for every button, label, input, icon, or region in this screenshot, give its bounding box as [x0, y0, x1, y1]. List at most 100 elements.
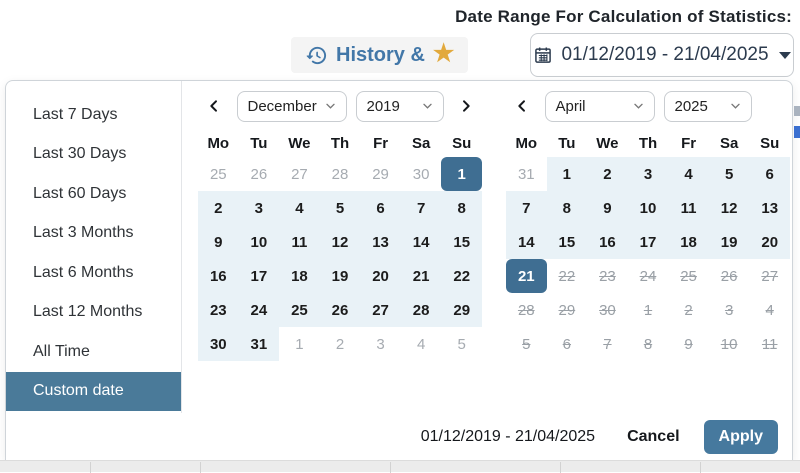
next-month-button[interactable]: [456, 96, 476, 116]
day-cell[interactable]: 2: [198, 191, 239, 225]
day-cell[interactable]: 3: [238, 191, 280, 225]
day-cell[interactable]: 10: [627, 191, 669, 225]
sidebar-item-custom-date[interactable]: Custom date: [6, 371, 181, 411]
day-cell: 27: [761, 267, 779, 285]
day-cell: 2: [684, 301, 693, 319]
day-cell[interactable]: 3: [376, 335, 385, 353]
weekday-label: Tu: [250, 135, 268, 152]
popup-content: Last 7 Days Last 30 Days Last 60 Days Last …: [6, 81, 792, 414]
calendar-end: April 2025 Mo Tu We Th Fr Sa Su 31 1 2 3 4 5 6 7 8 9 10 1…: [506, 89, 790, 413]
day-cell[interactable]: 20: [360, 259, 401, 293]
day-cell[interactable]: 8: [441, 191, 482, 225]
year-select[interactable]: 2019: [355, 90, 444, 122]
page-title: Date Range For Calculation of Statistics…: [455, 7, 792, 26]
day-cell[interactable]: 31: [517, 165, 535, 183]
sidebar-item-last-30-days[interactable]: Last 30 Days: [33, 145, 127, 163]
year-select[interactable]: 2025: [663, 90, 752, 122]
day-cell[interactable]: 17: [238, 259, 280, 293]
month-select-value: December: [247, 97, 317, 115]
weekday-label: Tu: [558, 135, 576, 152]
day-cell[interactable]: 12: [708, 191, 750, 225]
day-cell[interactable]: 7: [400, 191, 442, 225]
day-cell[interactable]: 7: [506, 191, 547, 225]
prev-month-button[interactable]: [512, 96, 532, 116]
day-cell[interactable]: 12: [319, 225, 361, 259]
day-cell[interactable]: 15: [441, 225, 482, 259]
day-cell[interactable]: 27: [360, 293, 401, 327]
calendar-area: December 2019 Mo Tu We Th Fr Sa Su 25 26 27 28 29 3…: [182, 81, 792, 413]
day-cell[interactable]: 17: [627, 225, 669, 259]
sidebar-item-last-60-days[interactable]: Last 60 Days: [33, 184, 127, 202]
day-cell[interactable]: 16: [198, 259, 239, 293]
day-cell[interactable]: 13: [749, 191, 790, 225]
weekday-label: We: [288, 135, 311, 152]
date-range-input[interactable]: 01/12/2019 - 21/04/2025: [530, 33, 794, 77]
day-cell[interactable]: 24: [238, 293, 280, 327]
day-cell[interactable]: 10: [238, 225, 280, 259]
day-cell[interactable]: 19: [708, 225, 750, 259]
day-cell[interactable]: 21: [506, 259, 547, 293]
year-select-value: 2019: [366, 97, 400, 115]
day-cell[interactable]: 28: [400, 293, 442, 327]
day-cell[interactable]: 11: [279, 225, 320, 259]
day-cell[interactable]: 29: [372, 165, 389, 183]
day-cell[interactable]: 16: [587, 225, 628, 259]
day-cell[interactable]: 4: [279, 191, 320, 225]
day-cell[interactable]: 2: [587, 157, 628, 191]
day-cell[interactable]: 26: [250, 165, 268, 183]
sidebar-item-all-time[interactable]: All Time: [33, 342, 90, 360]
day-cell[interactable]: 31: [238, 327, 280, 361]
day-cell[interactable]: 9: [587, 191, 628, 225]
day-cell[interactable]: 22: [441, 259, 482, 293]
day-cell[interactable]: 14: [506, 225, 547, 259]
day-cell[interactable]: 5: [319, 191, 361, 225]
day-cell[interactable]: 9: [198, 225, 239, 259]
day-cell[interactable]: 19: [319, 259, 361, 293]
day-cell[interactable]: 18: [279, 259, 320, 293]
day-cell[interactable]: 3: [627, 157, 669, 191]
day-cell[interactable]: 28: [331, 165, 349, 183]
day-cell[interactable]: 4: [668, 157, 709, 191]
day-cell[interactable]: 15: [546, 225, 588, 259]
day-cell[interactable]: 23: [198, 293, 239, 327]
background-fragment: [794, 126, 800, 138]
day-cell[interactable]: 11: [668, 191, 709, 225]
day-cell[interactable]: 27: [291, 165, 308, 183]
day-cell[interactable]: 1: [441, 157, 482, 191]
day-cell[interactable]: 18: [668, 225, 709, 259]
day-cell: 5: [522, 335, 531, 353]
day-cell[interactable]: 14: [400, 225, 442, 259]
day-cell[interactable]: 5: [708, 157, 750, 191]
sidebar-item-last-6-months[interactable]: Last 6 Months: [33, 263, 134, 281]
day-cell[interactable]: 21: [400, 259, 442, 293]
day-cell[interactable]: 4: [416, 335, 426, 353]
day-cell: 9: [684, 335, 693, 353]
sidebar-item-last-12-months[interactable]: Last 12 Months: [33, 303, 143, 321]
month-select[interactable]: April: [544, 90, 655, 122]
day-cell[interactable]: 25: [209, 165, 227, 183]
day-cell[interactable]: 29: [441, 293, 482, 327]
apply-button[interactable]: Apply: [703, 419, 778, 454]
day-cell[interactable]: 2: [335, 335, 345, 353]
day-cell: 4: [765, 301, 774, 319]
day-cell[interactable]: 26: [319, 293, 361, 327]
sidebar-item-last-7-days[interactable]: Last 7 Days: [33, 105, 118, 123]
day-cell[interactable]: 30: [198, 327, 239, 361]
day-cell: 10: [720, 335, 738, 353]
day-cell[interactable]: 1: [295, 335, 304, 353]
day-cell[interactable]: 13: [360, 225, 401, 259]
day-cell[interactable]: 30: [412, 165, 430, 183]
history-button[interactable]: History & ★: [291, 37, 469, 73]
month-year-selects: December 2019: [236, 90, 444, 122]
day-cell[interactable]: 25: [279, 293, 320, 327]
day-cell[interactable]: 5: [457, 335, 466, 353]
prev-month-button[interactable]: [204, 96, 224, 116]
day-cell[interactable]: 20: [749, 225, 790, 259]
sidebar-item-last-3-months[interactable]: Last 3 Months: [33, 224, 134, 242]
day-cell[interactable]: 6: [360, 191, 401, 225]
cancel-button[interactable]: Cancel: [627, 427, 680, 445]
day-cell[interactable]: 8: [546, 191, 588, 225]
month-select[interactable]: December: [236, 90, 347, 122]
day-cell[interactable]: 1: [546, 157, 588, 191]
day-cell[interactable]: 6: [749, 157, 790, 191]
